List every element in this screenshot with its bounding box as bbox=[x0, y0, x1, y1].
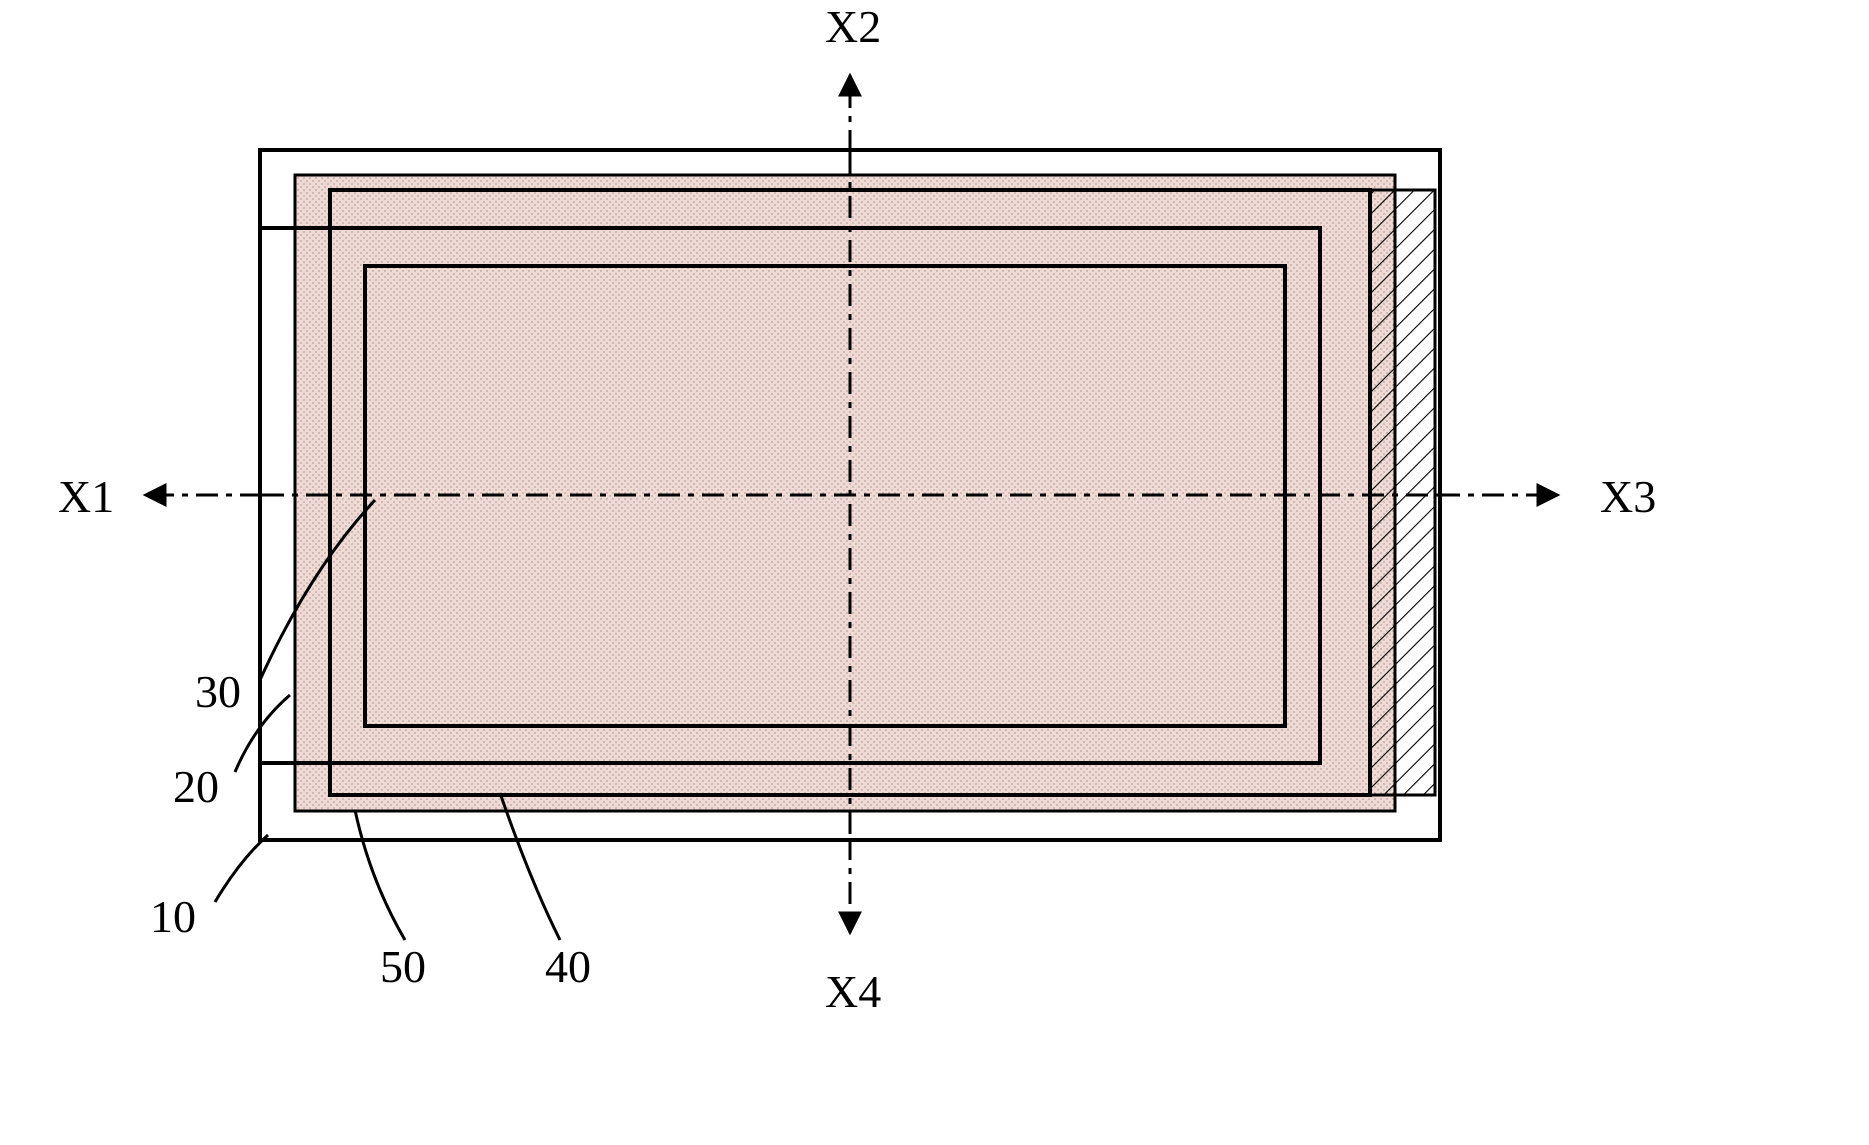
diagram-canvas bbox=[0, 0, 1869, 1145]
leader-50 bbox=[355, 810, 405, 940]
label-20: 20 bbox=[173, 760, 219, 813]
label-x1: X1 bbox=[58, 470, 114, 523]
label-x3: X3 bbox=[1600, 470, 1656, 523]
rect-50 bbox=[295, 175, 1395, 811]
label-40: 40 bbox=[545, 940, 591, 993]
leader-20 bbox=[235, 695, 290, 772]
label-50: 50 bbox=[380, 940, 426, 993]
leader-40 bbox=[500, 793, 560, 940]
leader-10 bbox=[215, 835, 268, 902]
label-x2: X2 bbox=[825, 0, 881, 53]
rect-hatched bbox=[1370, 190, 1435, 795]
label-10: 10 bbox=[150, 890, 196, 943]
label-x4: X4 bbox=[825, 965, 881, 1018]
label-30: 30 bbox=[195, 665, 241, 718]
